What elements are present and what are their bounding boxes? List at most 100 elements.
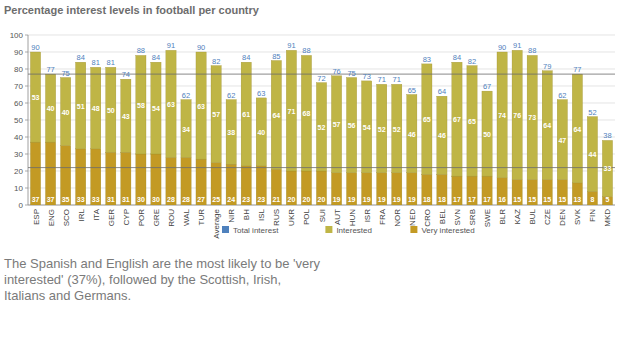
bar xyxy=(76,62,86,149)
y-tick-label: 60 xyxy=(14,99,23,108)
y-tick-label: 70 xyxy=(14,82,23,91)
plot-area xyxy=(28,50,615,205)
data-label: 64 xyxy=(272,112,280,119)
total-label: 91 xyxy=(513,41,521,50)
bar xyxy=(226,100,236,165)
data-label: 64 xyxy=(573,126,581,133)
bar xyxy=(241,166,251,205)
data-labels: 3753903740773540753351843348813150813143… xyxy=(31,41,611,203)
x-tick-label: BEL xyxy=(438,208,447,224)
bar xyxy=(512,50,522,179)
tick xyxy=(25,205,28,206)
x-tick-label: SCO xyxy=(62,209,71,226)
legend-swatch xyxy=(325,226,332,233)
x-tick-label: CYP xyxy=(122,209,131,225)
x-tick-label: HUN xyxy=(348,209,357,227)
x-tick-label: Average xyxy=(212,208,221,238)
data-label: 48 xyxy=(92,105,100,112)
x-tick-label: SWE xyxy=(483,209,492,227)
x-tick-label: IRL xyxy=(77,208,86,221)
legend-swatch xyxy=(222,226,229,233)
title: Percentage interest levels in football p… xyxy=(4,4,260,16)
data-label: 19 xyxy=(378,196,386,203)
bar xyxy=(241,62,251,166)
bar xyxy=(482,91,492,176)
bar xyxy=(91,67,101,149)
x-tick-label: NIR xyxy=(227,209,236,223)
bar xyxy=(91,149,101,205)
bar xyxy=(467,66,477,177)
bar xyxy=(587,191,597,205)
y-tick-label: 20 xyxy=(14,167,23,176)
bar xyxy=(76,149,86,205)
total-label: 76 xyxy=(332,67,340,76)
x-tick-label: GER xyxy=(107,209,116,227)
data-label: 8 xyxy=(590,196,594,203)
tick xyxy=(25,69,28,70)
tick xyxy=(25,154,28,155)
data-label: 13 xyxy=(573,196,581,203)
total-label: 73 xyxy=(362,72,370,81)
data-label: 28 xyxy=(167,196,175,203)
data-label: 68 xyxy=(303,110,311,117)
data-label: 16 xyxy=(498,196,506,203)
legend-label: Total interest xyxy=(233,226,279,235)
bar xyxy=(166,157,176,205)
data-label: 31 xyxy=(107,196,115,203)
x-tick-label: SVK xyxy=(573,208,582,225)
total-label: 64 xyxy=(438,87,446,96)
bar xyxy=(151,154,161,205)
legend-swatch xyxy=(410,226,417,233)
data-label: 20 xyxy=(303,196,311,203)
data-label: 46 xyxy=(408,131,416,138)
total-label: 62 xyxy=(227,91,235,100)
data-label: 46 xyxy=(438,132,446,139)
data-label: 57 xyxy=(333,121,341,128)
bar xyxy=(346,78,356,173)
bar xyxy=(407,173,417,205)
data-label: 27 xyxy=(197,196,205,203)
bar xyxy=(572,74,582,183)
total-label: 90 xyxy=(498,43,506,52)
total-label: 81 xyxy=(107,58,115,67)
bar xyxy=(256,98,266,166)
total-label: 67 xyxy=(483,82,491,91)
tick xyxy=(25,35,28,36)
bar xyxy=(392,84,402,172)
x-tick-label: ENG xyxy=(47,209,56,226)
x-tick-label: AUT xyxy=(333,209,342,225)
bar xyxy=(271,61,281,170)
y-tick-label: 40 xyxy=(14,133,23,142)
data-label: 34 xyxy=(182,126,190,133)
bar xyxy=(392,173,402,205)
total-label: 88 xyxy=(137,46,145,55)
bar xyxy=(316,171,326,205)
data-label: 20 xyxy=(318,196,326,203)
bar xyxy=(362,173,372,205)
bar xyxy=(30,142,40,205)
data-label: 63 xyxy=(167,101,175,108)
x-tick-label: NOR xyxy=(393,209,402,227)
data-label: 51 xyxy=(77,103,85,110)
bar xyxy=(542,71,552,180)
data-label: 43 xyxy=(122,113,130,120)
bar xyxy=(211,66,221,163)
data-label: 35 xyxy=(62,196,70,203)
total-label: 88 xyxy=(302,46,310,55)
bar xyxy=(542,180,552,206)
bar xyxy=(377,84,387,172)
bar xyxy=(121,79,131,152)
legend-label: Interested xyxy=(336,226,372,235)
total-label: 84 xyxy=(77,53,85,62)
total-label: 72 xyxy=(317,74,325,83)
bar xyxy=(452,176,462,205)
bar xyxy=(497,178,507,205)
total-label: 74 xyxy=(122,70,130,79)
tick xyxy=(25,103,28,104)
data-label: 50 xyxy=(483,131,491,138)
x-tick-label: ISR xyxy=(363,209,372,223)
bar xyxy=(422,174,432,205)
y-tick-label: 90 xyxy=(14,48,23,57)
data-label: 64 xyxy=(543,122,551,129)
bar xyxy=(151,62,161,154)
